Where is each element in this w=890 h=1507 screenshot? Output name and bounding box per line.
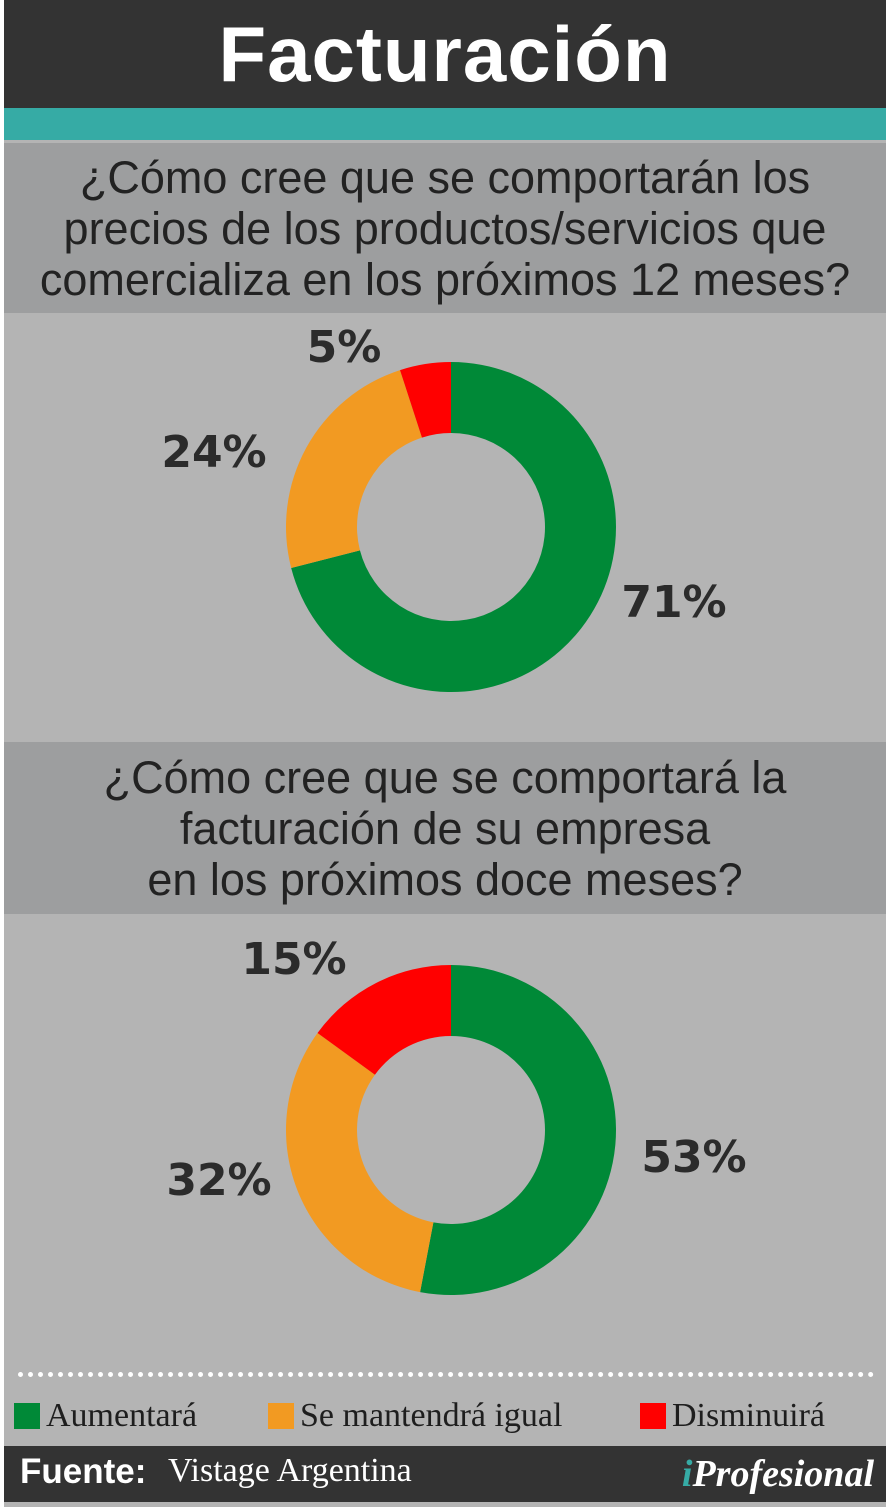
chart-2-slice-3: [317, 965, 451, 1075]
chart-1-data-label-1: 71%: [621, 577, 726, 628]
brand-logo: iProfesional: [681, 1453, 874, 1495]
chart-2-slice-2: [286, 1033, 434, 1293]
legend-swatch-orange: [268, 1403, 294, 1429]
legend-swatch-green: [14, 1403, 40, 1429]
footer: Fuente: Vistage Argentina iProfesional: [4, 1446, 886, 1502]
chart-1-data-label-3: 5%: [307, 322, 382, 373]
question-1-header: ¿Cómo cree que se comportarán los precio…: [4, 143, 886, 313]
chart-1-slice-2: [286, 370, 422, 569]
legend-label: Se mantendrá igual: [300, 1397, 563, 1434]
question-2-header: ¿Cómo cree que se comportará la facturac…: [4, 742, 886, 914]
legend-item-aumentara: Aumentará: [14, 1394, 197, 1438]
legend-swatch-red: [640, 1403, 666, 1429]
legend: Aumentará Se mantendrá igual Disminuirá: [4, 1394, 886, 1438]
chart-1-data-label-2: 24%: [161, 427, 266, 478]
chart-1-slice-3: [400, 362, 451, 438]
chart-2-data-label-1: 53%: [641, 1132, 746, 1183]
legend-label: Disminuirá: [672, 1397, 825, 1434]
source-value: Vistage Argentina: [168, 1452, 412, 1489]
infographic: Facturación ¿Cómo cree que se comportará…: [4, 0, 886, 1507]
source-label: Fuente:: [20, 1452, 147, 1491]
question-2-title: ¿Cómo cree que se comportará la facturac…: [103, 751, 787, 905]
legend-item-mantendra: Se mantendrá igual: [268, 1394, 562, 1438]
legend-item-disminuira: Disminuirá: [640, 1394, 825, 1438]
question-1-title: ¿Cómo cree que se comportarán los precio…: [39, 151, 851, 305]
donut-charts: 71% 24% 5% 53% 32% 15%: [161, 322, 747, 1295]
accent-strip: [4, 108, 886, 140]
chart-1-slice-1: [291, 362, 617, 692]
chart-2-slice-1: [420, 965, 616, 1295]
chart-2-data-label-3: 15%: [241, 934, 346, 985]
legend-label: Aumentará: [46, 1397, 198, 1434]
dotted-divider: [18, 1372, 874, 1377]
page-title: Facturación: [4, 0, 886, 108]
chart-2-data-label-2: 32%: [166, 1155, 271, 1206]
